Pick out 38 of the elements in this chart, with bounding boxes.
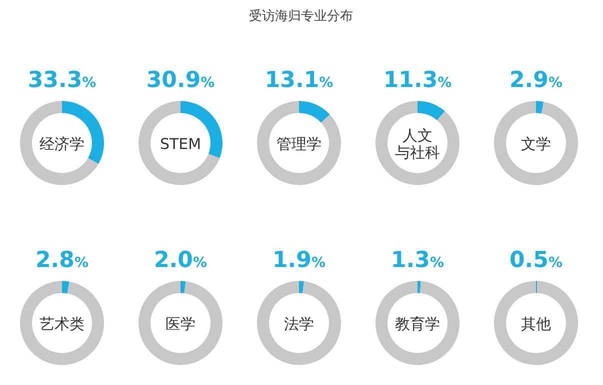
donut-slice — [376, 281, 460, 365]
donut-slice — [299, 101, 330, 123]
donut-slice — [299, 281, 304, 294]
donut-slice — [20, 281, 104, 365]
donut-slice — [376, 101, 460, 185]
text: 医学 — [166, 315, 196, 333]
donut-slice — [257, 281, 341, 365]
data-label: 2.8% — [35, 248, 89, 273]
data-label: 30.9% — [146, 68, 215, 93]
text: 法学 — [284, 315, 314, 333]
donut-slice — [418, 101, 445, 120]
donut-slice — [536, 101, 544, 114]
data-label: 1.3% — [390, 248, 444, 273]
text: 文学 — [521, 135, 551, 153]
donut-slice — [257, 101, 341, 185]
data-label: 13.1% — [264, 68, 334, 93]
data-label: 2.9% — [509, 68, 563, 93]
data-label: 11.3% — [383, 68, 452, 93]
text: STEM — [160, 135, 202, 153]
text: 人文与社科 — [395, 126, 440, 162]
text: 管理学 — [276, 135, 322, 153]
data-label: 1.9% — [272, 248, 326, 273]
donut-slice — [180, 281, 186, 294]
donut-slice — [494, 101, 578, 185]
donut-slice — [138, 281, 222, 365]
data-label: 0.5% — [509, 248, 563, 273]
text: 艺术类 — [40, 315, 84, 333]
donut-slice — [494, 281, 578, 365]
donut-slice — [138, 101, 220, 185]
text: 其他 — [521, 315, 551, 333]
donut-slice — [418, 281, 421, 294]
donut-slice — [62, 281, 70, 294]
data-label: 2.0% — [154, 248, 208, 273]
text: 经济学 — [40, 135, 84, 153]
donut-slice — [20, 101, 98, 185]
text: 受访海归专业分布 — [249, 8, 353, 24]
text: 教育学 — [395, 315, 440, 333]
data-label: 33.3% — [28, 68, 96, 93]
